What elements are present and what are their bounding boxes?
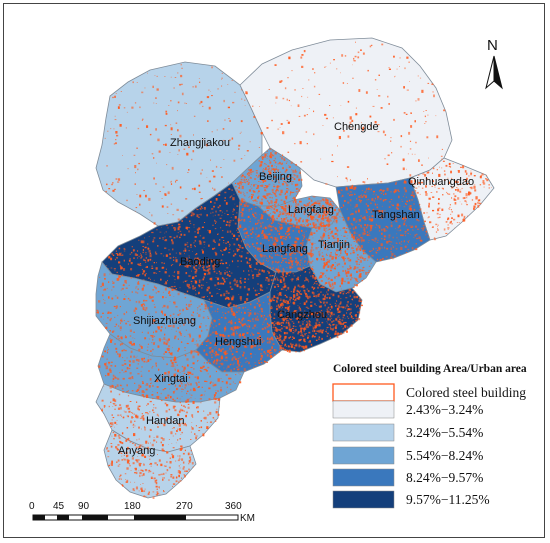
city-label-tangshan: Tangshan	[372, 209, 420, 221]
city-label-cangzhou: Cangzhou	[277, 309, 327, 321]
scale-tick-180: 180	[124, 501, 141, 512]
legend: Colored steel building Area/Urban area C…	[332, 363, 527, 509]
north-arrow-icon: N	[485, 37, 503, 90]
scale-tick-45: 45	[53, 501, 65, 512]
city-label-handan: Handan	[146, 415, 185, 427]
legend-swatch-class-1	[332, 400, 395, 419]
city-label-anyang: Anyang	[118, 445, 155, 457]
city-label-hengshui: Hengshui	[215, 336, 261, 348]
legend-swatch-class-5	[332, 490, 395, 509]
city-label-qinhuangdao: Qinhuangdao	[408, 176, 474, 188]
legend-label-building: Colored steel building	[406, 385, 526, 400]
city-label-beijing: Beijing	[259, 171, 292, 183]
legend-label-class-3: 5.54%−8.24%	[406, 448, 483, 463]
scale-tick-90: 90	[78, 501, 90, 512]
legend-swatch-class-4	[332, 468, 395, 487]
region-handan	[95, 383, 221, 453]
legend-swatch-class-2	[332, 423, 395, 442]
scale-bar: 0 45 90 180 270 360 KM	[29, 501, 255, 524]
legend-swatch-building	[332, 383, 395, 402]
scale-unit: KM	[240, 513, 255, 524]
city-label-zhangjiakou: Zhangjiakou	[170, 137, 230, 149]
legend-label-class-4: 8.24%−9.57%	[406, 470, 483, 485]
legend-title: Colored steel building Area/Urban area	[333, 363, 527, 375]
city-label-baoding: Baoding	[180, 256, 220, 268]
city-label-shijiazhuang: Shijiazhuang	[133, 315, 196, 327]
legend-label-class-2: 3.24%−5.54%	[406, 425, 483, 440]
legend-label-class-1: 2.43%−3.24%	[406, 402, 483, 417]
city-label-layer: Zhangjiakou Chengde Qinhuangdao Beijing …	[118, 121, 474, 457]
city-label-chengde: Chengde	[334, 121, 379, 133]
city-label-langfang-north: Langfang	[288, 204, 334, 216]
north-label: N	[487, 37, 498, 54]
region-xingtai	[97, 333, 245, 403]
city-label-langfang-south: Langfang	[262, 243, 308, 255]
colored-steel-building-layer	[96, 41, 492, 499]
scale-tick-0: 0	[29, 501, 35, 512]
scale-tick-270: 270	[176, 501, 193, 512]
legend-label-class-5: 9.57%−11.25%	[406, 492, 490, 507]
legend-swatch-class-3	[332, 446, 395, 465]
city-label-tianjin: Tianjin	[318, 239, 350, 251]
city-label-xingtai: Xingtai	[154, 373, 188, 385]
scale-tick-360: 360	[225, 501, 242, 512]
